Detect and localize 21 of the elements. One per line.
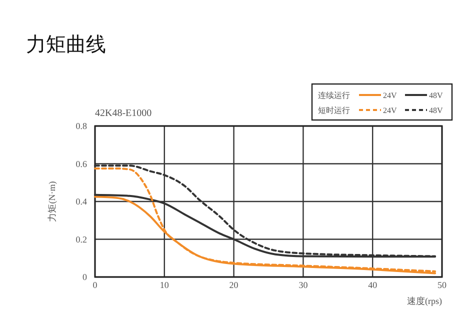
x-tick-label: 50 xyxy=(438,280,447,290)
legend-label: 48V xyxy=(429,106,443,115)
x-tick-label: 0 xyxy=(92,280,98,290)
text: 连续运行 xyxy=(318,90,350,100)
legend-label: 48V xyxy=(429,90,443,100)
y-tick-label: 0.2 xyxy=(76,234,87,244)
y-tick-label: 0.8 xyxy=(76,121,88,132)
x-tick-label: 20 xyxy=(229,280,239,290)
legend-label: 24V xyxy=(383,106,397,115)
x-tick-label: 30 xyxy=(298,280,308,290)
y-axis-title: 力矩(N·m) xyxy=(47,181,57,222)
y-tick-label: 0.4 xyxy=(76,196,88,207)
chart-title: 力矩曲线 xyxy=(26,32,106,56)
chart-subtitle: 42K48-E1000 xyxy=(95,108,152,119)
x-tick-label: 10 xyxy=(160,280,170,290)
y-tick-label: 0.6 xyxy=(76,158,88,169)
text: 短时运行 xyxy=(318,106,350,115)
x-tick-label: 40 xyxy=(368,280,378,290)
x-axis-title: 速度(rps) xyxy=(407,296,442,306)
y-tick-label: 0 xyxy=(82,272,88,282)
legend-label: 24V xyxy=(383,90,397,100)
